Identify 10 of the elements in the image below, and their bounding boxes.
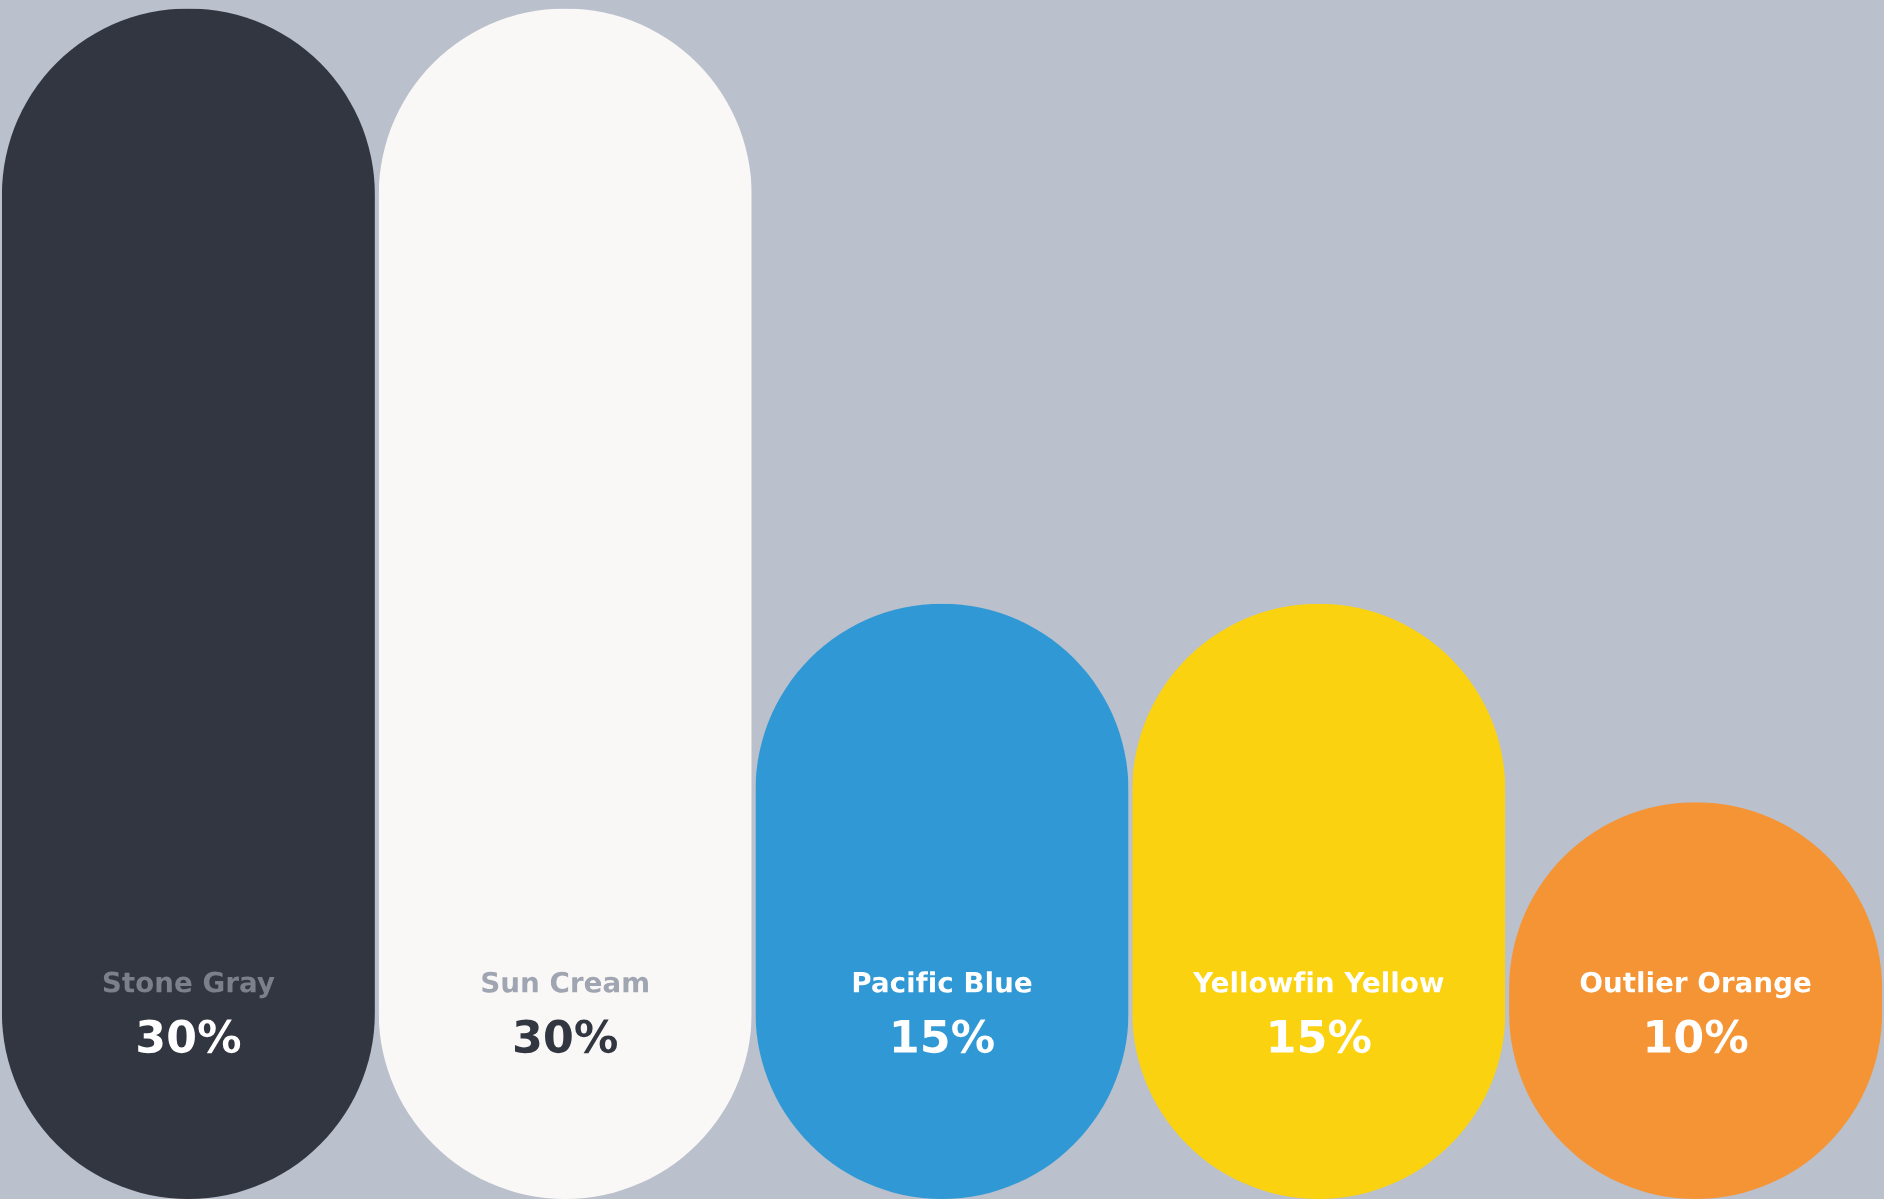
data-label: 15% — [893, 1019, 994, 1054]
x-tick-label: Stone Gray — [103, 971, 275, 999]
x-tick-label: Pacific Blue — [853, 971, 1032, 993]
data-label: 30% — [138, 1019, 241, 1054]
data-label: 15% — [1270, 1019, 1371, 1054]
x-tick-label: Outlier Orange — [1580, 971, 1811, 999]
x-tick-label: Yellowfin Yellow — [1192, 971, 1444, 993]
data-label: 30% — [514, 1019, 617, 1054]
x-tick-label: Sun Cream — [482, 971, 648, 993]
data-label: 10% — [1647, 1019, 1748, 1054]
